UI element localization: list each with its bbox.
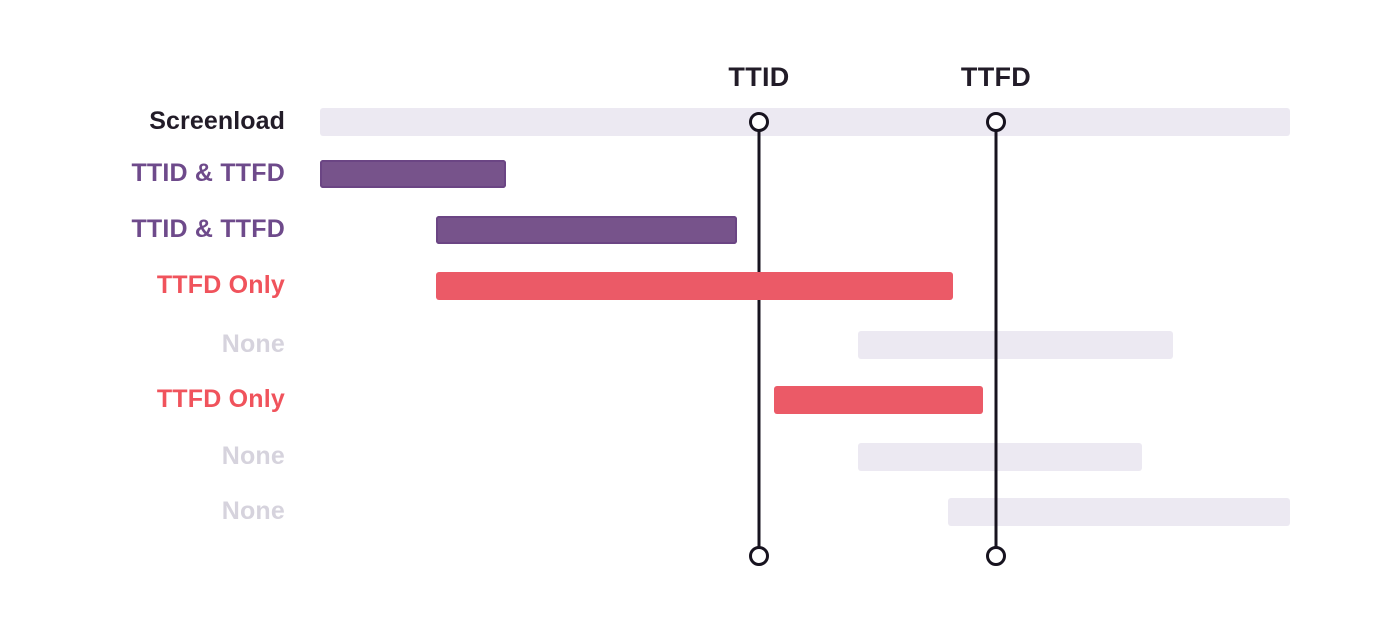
marker-line: [994, 131, 998, 547]
row-label: Screenload: [149, 106, 285, 135]
marker-start-circle: [986, 112, 1006, 132]
row-label: None: [221, 329, 285, 358]
row-label: None: [221, 441, 285, 470]
span-bar: [436, 216, 737, 244]
span-bar: [436, 272, 953, 300]
span-bar: [858, 331, 1173, 359]
row-label: None: [221, 496, 285, 525]
marker-start-circle: [749, 112, 769, 132]
span-bar: [948, 498, 1290, 526]
marker-label: TTFD: [960, 62, 1032, 92]
marker-line: [757, 131, 761, 547]
marker-end-circle: [749, 546, 769, 566]
row-label: TTFD Only: [156, 384, 285, 413]
marker-label: TTID: [728, 62, 790, 92]
row-label: TTID & TTFD: [131, 158, 285, 187]
span-bar: [320, 160, 506, 188]
row-label: TTFD Only: [156, 270, 285, 299]
span-bar: [320, 108, 1290, 136]
span-bar: [858, 443, 1142, 471]
span-bar: [774, 386, 983, 414]
marker-end-circle: [986, 546, 1006, 566]
row-label: TTID & TTFD: [131, 214, 285, 243]
